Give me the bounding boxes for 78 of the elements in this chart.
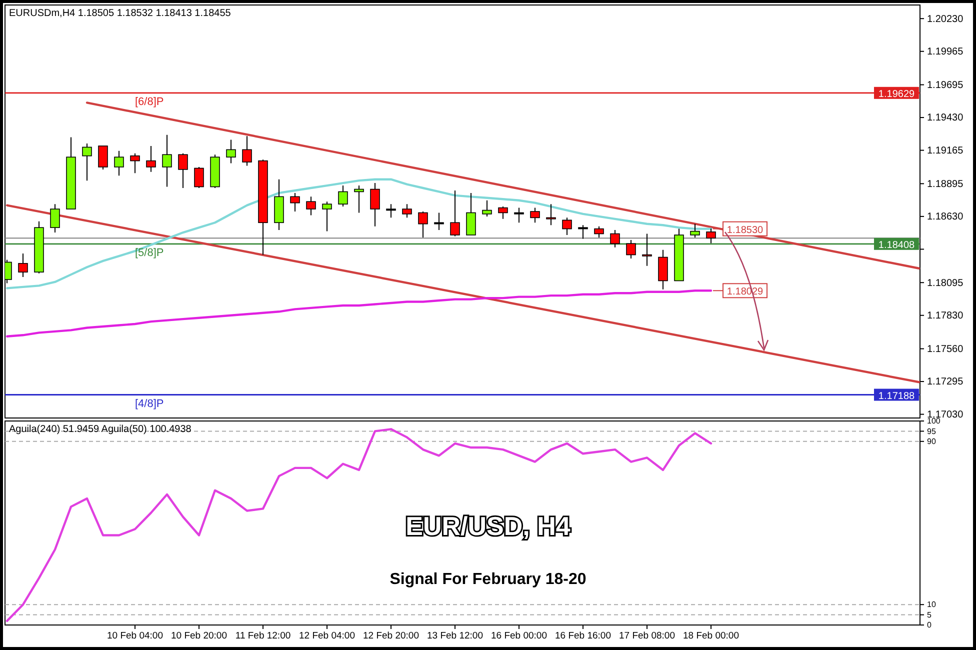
candlestick <box>546 204 556 226</box>
chart-title: Aguila(240) 51.9459 Aguila(50) 100.4938 <box>9 424 192 435</box>
y-tick-label: 0 <box>927 620 932 630</box>
annotation: EUR/USD, H4 <box>406 511 571 541</box>
candlestick <box>658 249 668 290</box>
y-tick-label: 1.19965 <box>927 46 964 58</box>
candlestick <box>146 145 156 172</box>
chart-title: EURUSDm,H4 1.18505 1.18532 1.18413 1.18455 <box>9 8 232 19</box>
x-tick-label: 18 Feb 00:00 <box>683 630 739 642</box>
candlestick <box>690 223 700 238</box>
candlestick <box>18 253 28 278</box>
candlestick <box>450 190 460 237</box>
x-tick-label: 10 Feb 20:00 <box>171 630 227 642</box>
y-tick-label: 90 <box>927 436 936 446</box>
x-tick-label: 12 Feb 20:00 <box>363 630 419 642</box>
x-tick-label: 17 Feb 08:00 <box>619 630 675 642</box>
candlestick <box>242 136 252 166</box>
x-tick-label: 10 Feb 04:00 <box>107 630 163 642</box>
annotation: 1.18530 <box>726 224 764 236</box>
annotation: Signal For February 18-20 <box>390 571 586 588</box>
y-tick-label: 1.20230 <box>927 14 964 25</box>
line-series <box>6 290 712 338</box>
candlestick <box>466 192 476 236</box>
candlestick <box>594 226 604 238</box>
annotation: 1.18408 <box>878 240 916 251</box>
candlestick <box>402 204 412 218</box>
candlestick <box>610 230 620 248</box>
ref-line-label: [6/8]P <box>135 96 164 108</box>
y-tick-label: 1.18095 <box>927 278 964 289</box>
y-tick-label: 1.19430 <box>927 112 964 124</box>
candlestick <box>98 145 108 170</box>
y-tick-label: 1.19165 <box>927 145 964 156</box>
candlestick <box>434 212 444 231</box>
y-tick-label: 10 <box>927 600 936 610</box>
candlestick <box>194 166 204 189</box>
candlestick <box>706 228 716 244</box>
y-tick-label: 1.19695 <box>927 80 964 91</box>
candlestick <box>562 217 572 236</box>
candlestick <box>370 182 380 227</box>
candlestick <box>386 204 396 218</box>
y-tick-label: 1.17295 <box>927 376 964 388</box>
candlestick <box>130 152 140 174</box>
y-tick-label: 100 <box>927 416 941 426</box>
candlestick <box>626 239 636 259</box>
ref-line-label: [5/8]P <box>135 246 164 259</box>
y-tick-label: 1.17560 <box>927 344 964 355</box>
x-tick-label: 16 Feb 00:00 <box>491 630 547 642</box>
candlestick <box>178 152 188 189</box>
ref-line-label: [4/8]P <box>135 398 164 410</box>
y-tick-label: 1.17830 <box>927 310 964 322</box>
candlestick <box>322 201 332 232</box>
x-tick-label: 12 Feb 04:00 <box>299 630 355 642</box>
candlestick <box>418 211 428 238</box>
candlestick <box>82 142 92 182</box>
y-tick-label: 1.18895 <box>927 178 964 190</box>
candlestick <box>114 150 124 176</box>
annotation: 1.19629 <box>878 88 916 100</box>
x-tick-label: 16 Feb 16:00 <box>555 630 611 642</box>
y-tick-label: 5 <box>927 610 932 620</box>
candlestick <box>162 134 172 188</box>
candlestick <box>338 185 348 208</box>
y-tick-label: 95 <box>927 426 936 436</box>
candlestick <box>482 200 492 217</box>
candlestick <box>530 207 540 224</box>
candlestick <box>578 224 588 240</box>
candlestick <box>50 204 60 234</box>
annotation: 1.17188 <box>878 390 916 402</box>
x-tick-label: 11 Feb 12:00 <box>235 630 291 642</box>
y-tick-label: 1.18630 <box>927 212 964 223</box>
candlestick <box>306 196 316 216</box>
x-tick-label: 13 Feb 12:00 <box>427 630 483 642</box>
line-series <box>6 178 712 290</box>
candlestick <box>226 139 236 164</box>
candlestick <box>514 207 524 224</box>
candlestick <box>498 206 508 220</box>
candlestick <box>354 185 364 214</box>
candlestick <box>642 233 652 266</box>
candlestick <box>290 192 300 212</box>
